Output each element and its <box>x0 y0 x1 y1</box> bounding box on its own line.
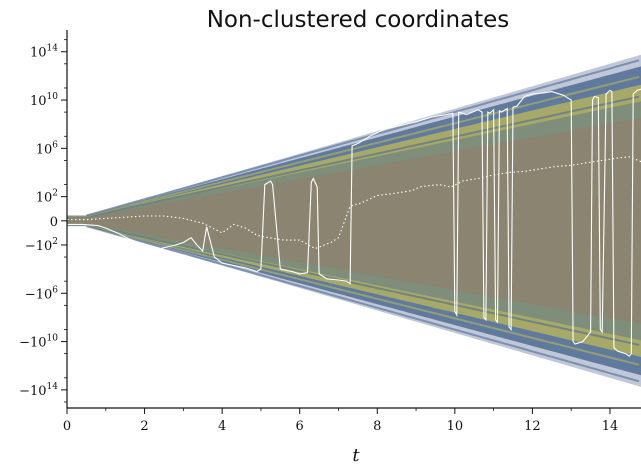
x-tick-label: 14 <box>602 419 619 434</box>
envelope-streak <box>86 59 640 217</box>
chart-title: Non-clustered coordinates <box>207 7 510 33</box>
envelope-bands <box>67 54 641 387</box>
y-tick-label: −1014 <box>19 382 58 399</box>
x-tick-label: 0 <box>63 419 71 434</box>
x-tick-label: 6 <box>296 419 304 434</box>
y-tick-label: 102 <box>36 189 58 206</box>
x-tick-label: 2 <box>140 419 148 434</box>
x-tick-label: 12 <box>524 419 541 434</box>
x-tick-label: 10 <box>447 419 464 434</box>
x-axis-label: t <box>352 445 360 466</box>
y-tick-label: 1014 <box>30 44 58 61</box>
envelope-streak <box>86 225 640 383</box>
envelope-streak <box>86 223 640 346</box>
y-tick-label: −106 <box>25 285 58 302</box>
x-tick-label: 4 <box>218 419 226 434</box>
series-lines <box>67 88 641 357</box>
y-tick-label: 1010 <box>30 92 58 109</box>
y-tick-label: 106 <box>36 140 59 157</box>
envelope-streak <box>86 224 640 366</box>
y-ticks: 1014 1010 106 102 0 −102 −106 −1010 −1014 <box>19 39 67 403</box>
plot-area <box>67 54 641 387</box>
y-tick-label: −1010 <box>19 334 58 351</box>
series-line-solid <box>67 88 641 357</box>
y-tick-label: −102 <box>25 237 58 254</box>
envelope-streak <box>86 75 640 218</box>
y-tick-label: 0 <box>50 215 58 230</box>
axes <box>66 30 641 409</box>
x-tick-label: 8 <box>373 419 381 434</box>
x-ticks: 0 2 4 6 8 10 12 14 <box>63 408 618 434</box>
envelope-streak <box>86 95 640 218</box>
